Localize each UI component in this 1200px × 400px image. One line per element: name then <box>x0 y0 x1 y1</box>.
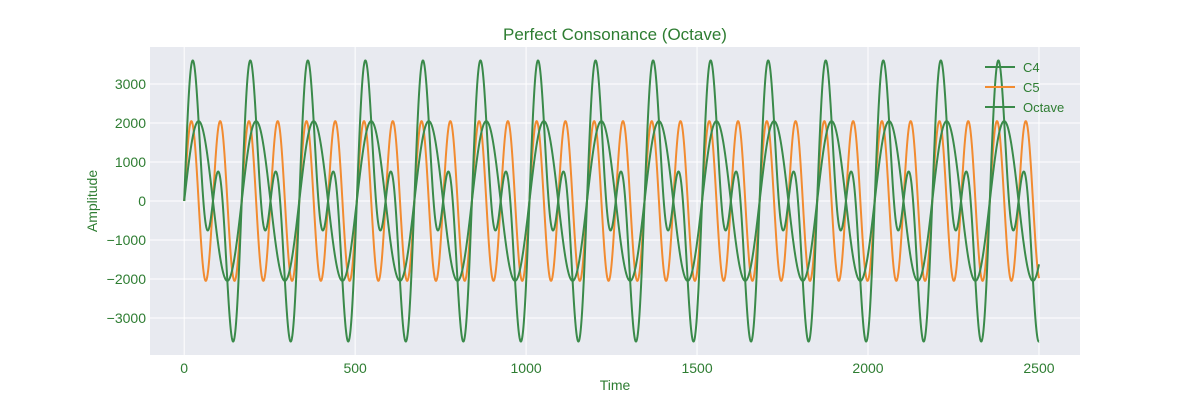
x-tick-label: 0 <box>180 360 188 376</box>
y-tick-label: −1000 <box>107 232 147 248</box>
legend-label: C4 <box>1023 60 1040 75</box>
y-tick-label: 2000 <box>115 115 146 131</box>
y-tick-label: 0 <box>138 193 146 209</box>
x-tick-label: 1000 <box>511 360 542 376</box>
legend-item-c4[interactable]: C4 <box>985 60 1040 75</box>
legend[interactable]: C4 C5 Octave <box>985 60 1064 115</box>
x-tick-label: 1500 <box>681 360 712 376</box>
y-axis-title: Amplitude <box>84 170 100 232</box>
series-layer <box>183 59 1040 343</box>
y-tick-label: −2000 <box>107 271 147 287</box>
x-tick-label: 500 <box>343 360 367 376</box>
legend-item-octave[interactable]: Octave <box>985 100 1064 115</box>
y-axis-ticks: −3000 −2000 −1000 0 1000 2000 3000 <box>107 76 147 326</box>
legend-item-c5[interactable]: C5 <box>985 80 1040 95</box>
legend-label: Octave <box>1023 100 1064 115</box>
x-axis-title: Time <box>600 377 631 393</box>
y-tick-label: −3000 <box>107 310 147 326</box>
x-axis-ticks: 0 500 1000 1500 2000 2500 <box>180 360 1054 376</box>
y-tick-label: 3000 <box>115 76 146 92</box>
series-line-c4 <box>183 120 1040 282</box>
x-tick-label: 2000 <box>852 360 883 376</box>
y-tick-label: 1000 <box>115 154 146 170</box>
chart-title: Perfect Consonance (Octave) <box>503 25 727 44</box>
series-line-octave <box>183 59 1040 343</box>
x-tick-label: 2500 <box>1023 360 1054 376</box>
legend-label: C5 <box>1023 80 1040 95</box>
series-line-c5 <box>183 120 1040 282</box>
